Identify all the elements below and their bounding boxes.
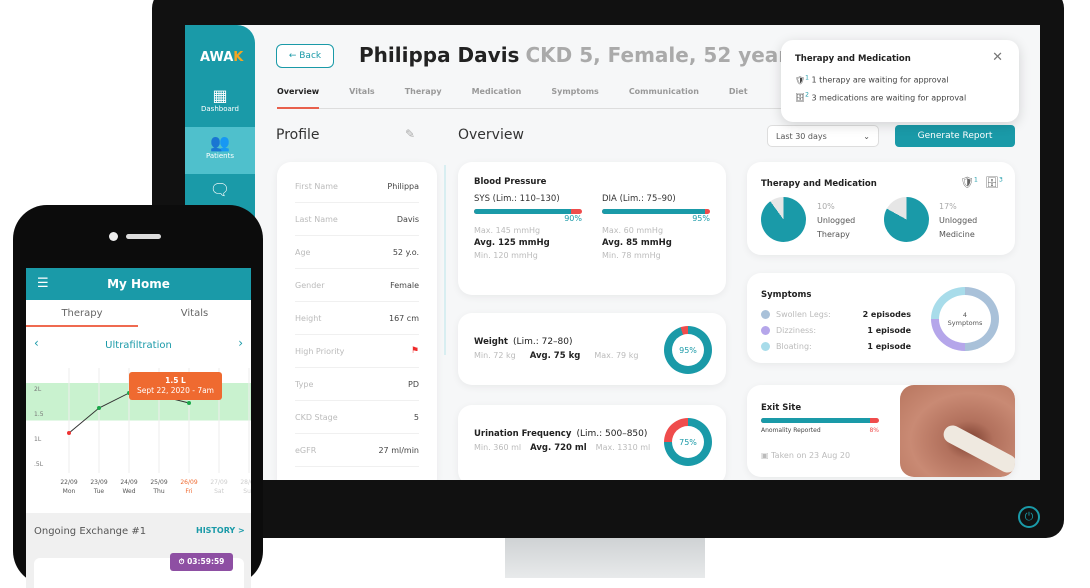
x-tick-day: Mon	[63, 488, 76, 495]
exit-site-bar	[761, 418, 879, 423]
page-title: Philippa Davis CKD 5, Female, 52 years ol	[359, 43, 828, 67]
therapy-pie	[761, 197, 806, 242]
therapy-medication-card: Therapy and Medication 🛡1 🗄3 10% Unlogged…	[747, 162, 1015, 255]
data-point	[97, 406, 101, 410]
profile-row: Height 167 cm	[295, 302, 419, 335]
symptom-item: Bloating: 1 episode	[761, 338, 911, 354]
grid-icon: ▦	[212, 86, 228, 105]
generate-report-button[interactable]: Generate Report	[895, 125, 1015, 147]
blood-pressure-card: Blood Pressure SYS (Lim.: 110–130) 90% M…	[458, 162, 726, 295]
tab-diet[interactable]: Diet	[728, 87, 748, 96]
sidebar-item-chat[interactable]: 🗨	[185, 174, 255, 221]
menu-icon[interactable]: ☰	[37, 276, 49, 291]
tab-communication[interactable]: Communication	[628, 87, 699, 96]
chart-tooltip: 1.5 L Sept 22, 2020 - 7am	[129, 372, 222, 400]
x-tick-day: Fri	[185, 488, 192, 495]
medication-icon[interactable]: 🗄3	[985, 176, 1003, 189]
x-tick-day: Thu	[152, 488, 164, 495]
profile-title: Profile	[276, 127, 320, 143]
overview-title: Overview	[458, 127, 524, 143]
therapy-icon[interactable]: 🛡1	[960, 176, 978, 189]
desktop-screen: AWAK ▦ Dashboard 👥 Patients 🗨 ← Back Phili…	[185, 25, 1040, 480]
image-icon: ▣	[761, 451, 772, 460]
tab-medication[interactable]: Medication	[471, 87, 522, 96]
notification-popup: Therapy and Medication ✕ 🛡1 1 therapy ar…	[781, 40, 1019, 122]
tab-therapy[interactable]: Therapy	[26, 300, 138, 327]
flag-icon: ⚑	[410, 346, 419, 356]
profile-row: CKD Stage 5	[295, 401, 419, 434]
stopwatch-icon: ⏱	[178, 557, 188, 566]
profile-row: Last Name Davis	[295, 203, 419, 236]
legend-dot	[761, 325, 770, 335]
symptoms-donut: 4 Symptoms	[931, 287, 999, 351]
x-tick-date: 23/09	[90, 479, 107, 486]
tab-overview[interactable]: Overview	[277, 87, 320, 109]
tab-symptoms[interactable]: Symptoms	[551, 87, 599, 96]
x-tick-date: 22/09	[60, 479, 77, 486]
x-tick-day: Tue	[93, 488, 105, 495]
history-link[interactable]: HISTORY >	[196, 526, 245, 535]
legend-dot	[761, 309, 770, 319]
profile-scrollbar[interactable]	[444, 165, 446, 355]
sidebar-item-patients[interactable]: 👥 Patients	[185, 127, 255, 174]
tab-vitals[interactable]: Vitals	[180, 308, 209, 319]
urination-card: Urination Frequency (Lim.: 500–850) Min.…	[458, 405, 726, 480]
chevron-down-icon: ⌄	[863, 132, 870, 141]
phone-screen: ☰ My Home Therapy Vitals ‹ Ultrafiltratio…	[26, 268, 251, 588]
legend-dot	[761, 341, 770, 351]
therapy-icon: 🛡1	[795, 74, 809, 85]
x-tick-day: Sat	[214, 488, 224, 495]
data-point	[187, 401, 191, 405]
medicine-pie	[884, 197, 929, 242]
x-tick-day: Wed	[122, 488, 135, 495]
profile-row: Type PD	[295, 368, 419, 401]
profile-row: First Name Philippa	[295, 170, 419, 203]
profile-row: Gender Female	[295, 269, 419, 302]
y-tick: 1L	[34, 436, 42, 443]
weight-donut: 95%	[664, 326, 712, 374]
exit-site-card: Exit Site Anomality Reported 8% ▣ Taken o…	[747, 385, 1015, 477]
exit-site-photo[interactable]	[900, 385, 1015, 477]
y-tick: 1.5	[34, 411, 44, 418]
x-tick-date: 26/09	[180, 479, 197, 486]
dia-bar	[602, 209, 710, 214]
profile-row: High Priority ⚑	[295, 335, 419, 368]
tab-vitals[interactable]: Vitals	[349, 87, 375, 96]
chat-icon: 🗨	[209, 180, 231, 199]
y-tick: .5L	[34, 461, 44, 468]
app-header: ☰ My Home	[26, 268, 251, 300]
profile-card: First Name Philippa Last Name Davis Age 52 y.…	[277, 162, 437, 480]
next-icon[interactable]: ›	[238, 336, 243, 350]
symptoms-card: Symptoms Swollen Legs: 2 episodes Dizzines…	[747, 273, 1015, 363]
back-button[interactable]: ← Back	[276, 44, 334, 68]
profile-row: eGFR 27 ml/min	[295, 434, 419, 467]
sidebar-item-dashboard[interactable]: ▦ Dashboard	[185, 80, 255, 127]
edit-icon[interactable]: ✎	[405, 127, 416, 141]
tab-therapy[interactable]: Therapy	[404, 87, 442, 96]
profile-row: Age 52 y.o.	[295, 236, 419, 269]
symptom-item: Swollen Legs: 2 episodes	[761, 306, 911, 322]
x-tick-date: 24/09	[120, 479, 137, 486]
phone: ☰ My Home Therapy Vitals ‹ Ultrafiltratio…	[13, 205, 263, 588]
urination-donut: 75%	[664, 418, 712, 466]
logo: AWAK	[200, 50, 244, 65]
close-icon[interactable]: ✕	[992, 50, 1003, 65]
timer-badge: ⏱ 03:59:59	[170, 553, 233, 571]
x-tick-date: 25/09	[150, 479, 167, 486]
monitor-stand	[505, 538, 705, 578]
users-icon: 👥	[210, 133, 230, 152]
power-icon: ⏻	[1018, 506, 1040, 528]
x-tick-date: 27/09	[210, 479, 227, 486]
x-tick-date: 28/09	[240, 479, 251, 486]
medication-icon: 🗄2	[795, 91, 809, 103]
date-range-select[interactable]: Last 30 days ⌄	[767, 125, 879, 147]
symptom-item: Dizziness: 1 episode	[761, 322, 911, 338]
y-tick: 2L	[34, 386, 42, 393]
tab-bar: Overview Vitals Therapy Medication Symptoms C…	[277, 87, 797, 109]
sys-bar	[474, 209, 582, 214]
data-point	[67, 431, 71, 435]
prev-icon[interactable]: ‹	[34, 336, 39, 350]
x-tick-day: Sun	[243, 488, 251, 495]
weight-card: Weight (Lim.: 72–80) Min. 72 kg Avg. 75 k…	[458, 313, 726, 385]
